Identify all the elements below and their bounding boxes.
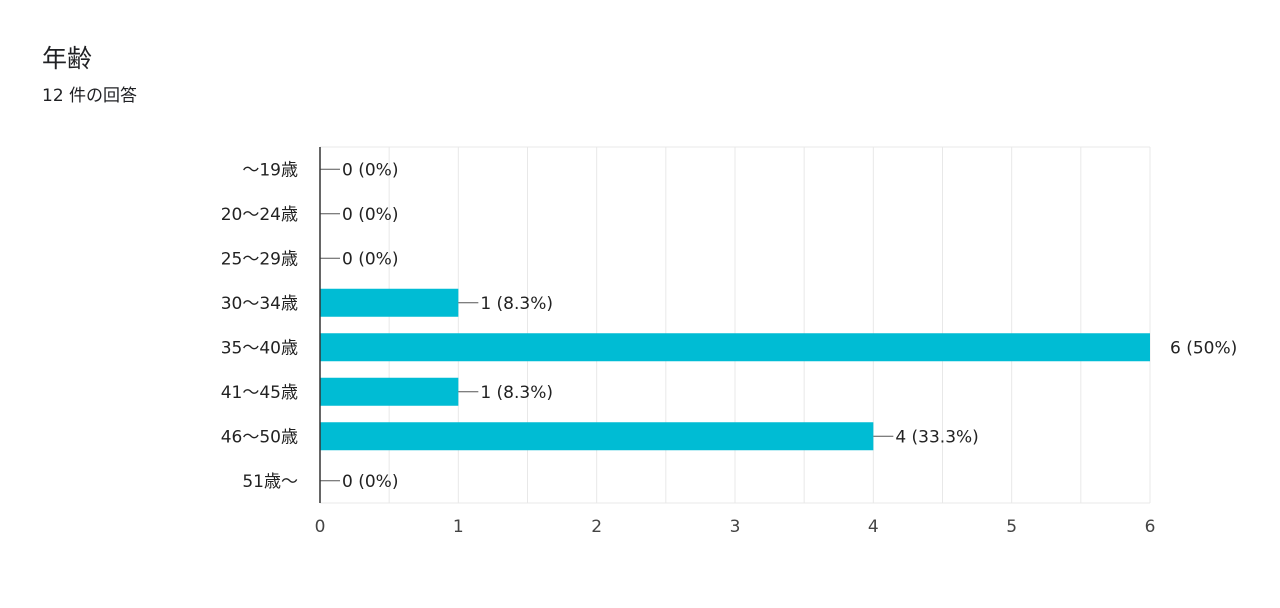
data-label: 0 (0%) — [342, 249, 398, 269]
data-label: 4 (33.3%) — [895, 427, 979, 447]
x-tick-label: 0 — [315, 517, 326, 537]
data-label: 1 (8.3%) — [480, 294, 553, 314]
x-tick-label: 3 — [730, 517, 741, 537]
x-tick-label: 1 — [453, 517, 464, 537]
data-label: 6 (50%) — [1170, 338, 1237, 358]
category-label: 51歳～ — [242, 472, 298, 492]
question-header: 年齢 12 件の回答 — [42, 40, 137, 108]
category-label: 41～45歳 — [221, 383, 298, 403]
x-tick-label: 4 — [868, 517, 879, 537]
category-label: ～19歳 — [242, 160, 298, 180]
bar — [320, 333, 1150, 362]
data-label: 1 (8.3%) — [480, 383, 553, 403]
data-label: 0 (0%) — [342, 160, 398, 180]
category-label: 30～34歳 — [221, 294, 298, 314]
category-label: 25～29歳 — [221, 249, 298, 269]
category-label: 20～24歳 — [221, 205, 298, 225]
data-label: 0 (0%) — [342, 205, 398, 225]
x-tick-label: 5 — [1006, 517, 1017, 537]
bar — [320, 422, 874, 451]
response-count: 12 件の回答 — [42, 86, 138, 106]
x-tick-label: 2 — [591, 517, 602, 537]
bar — [320, 377, 459, 406]
data-label: 0 (0%) — [342, 472, 398, 492]
bar — [320, 288, 459, 317]
category-label: 35～40歳 — [221, 338, 298, 358]
x-tick-label: 6 — [1145, 517, 1156, 537]
category-label: 46～50歳 — [221, 427, 298, 447]
question-title: 年齢 — [42, 44, 93, 73]
